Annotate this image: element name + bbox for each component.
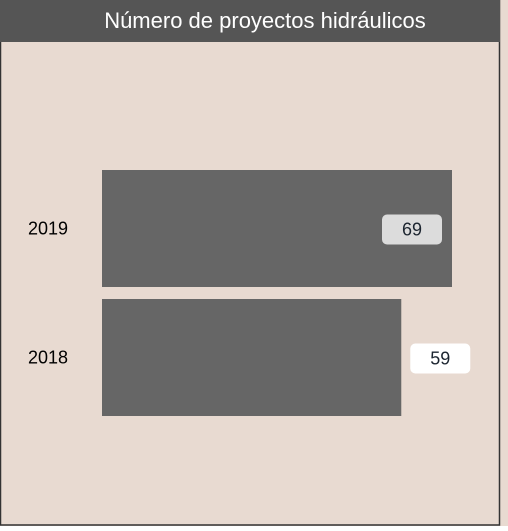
value-label-box — [410, 343, 471, 374]
title-bar — [0, 0, 500, 42]
value-label-box — [382, 214, 442, 245]
category-label: 2018 — [28, 347, 68, 367]
bar — [102, 299, 402, 416]
value-label: 69 — [402, 219, 422, 239]
category-label: 2019 — [28, 218, 68, 238]
chart-title: Número de proyectos hidráulicos — [104, 8, 426, 33]
value-label: 59 — [430, 348, 450, 368]
